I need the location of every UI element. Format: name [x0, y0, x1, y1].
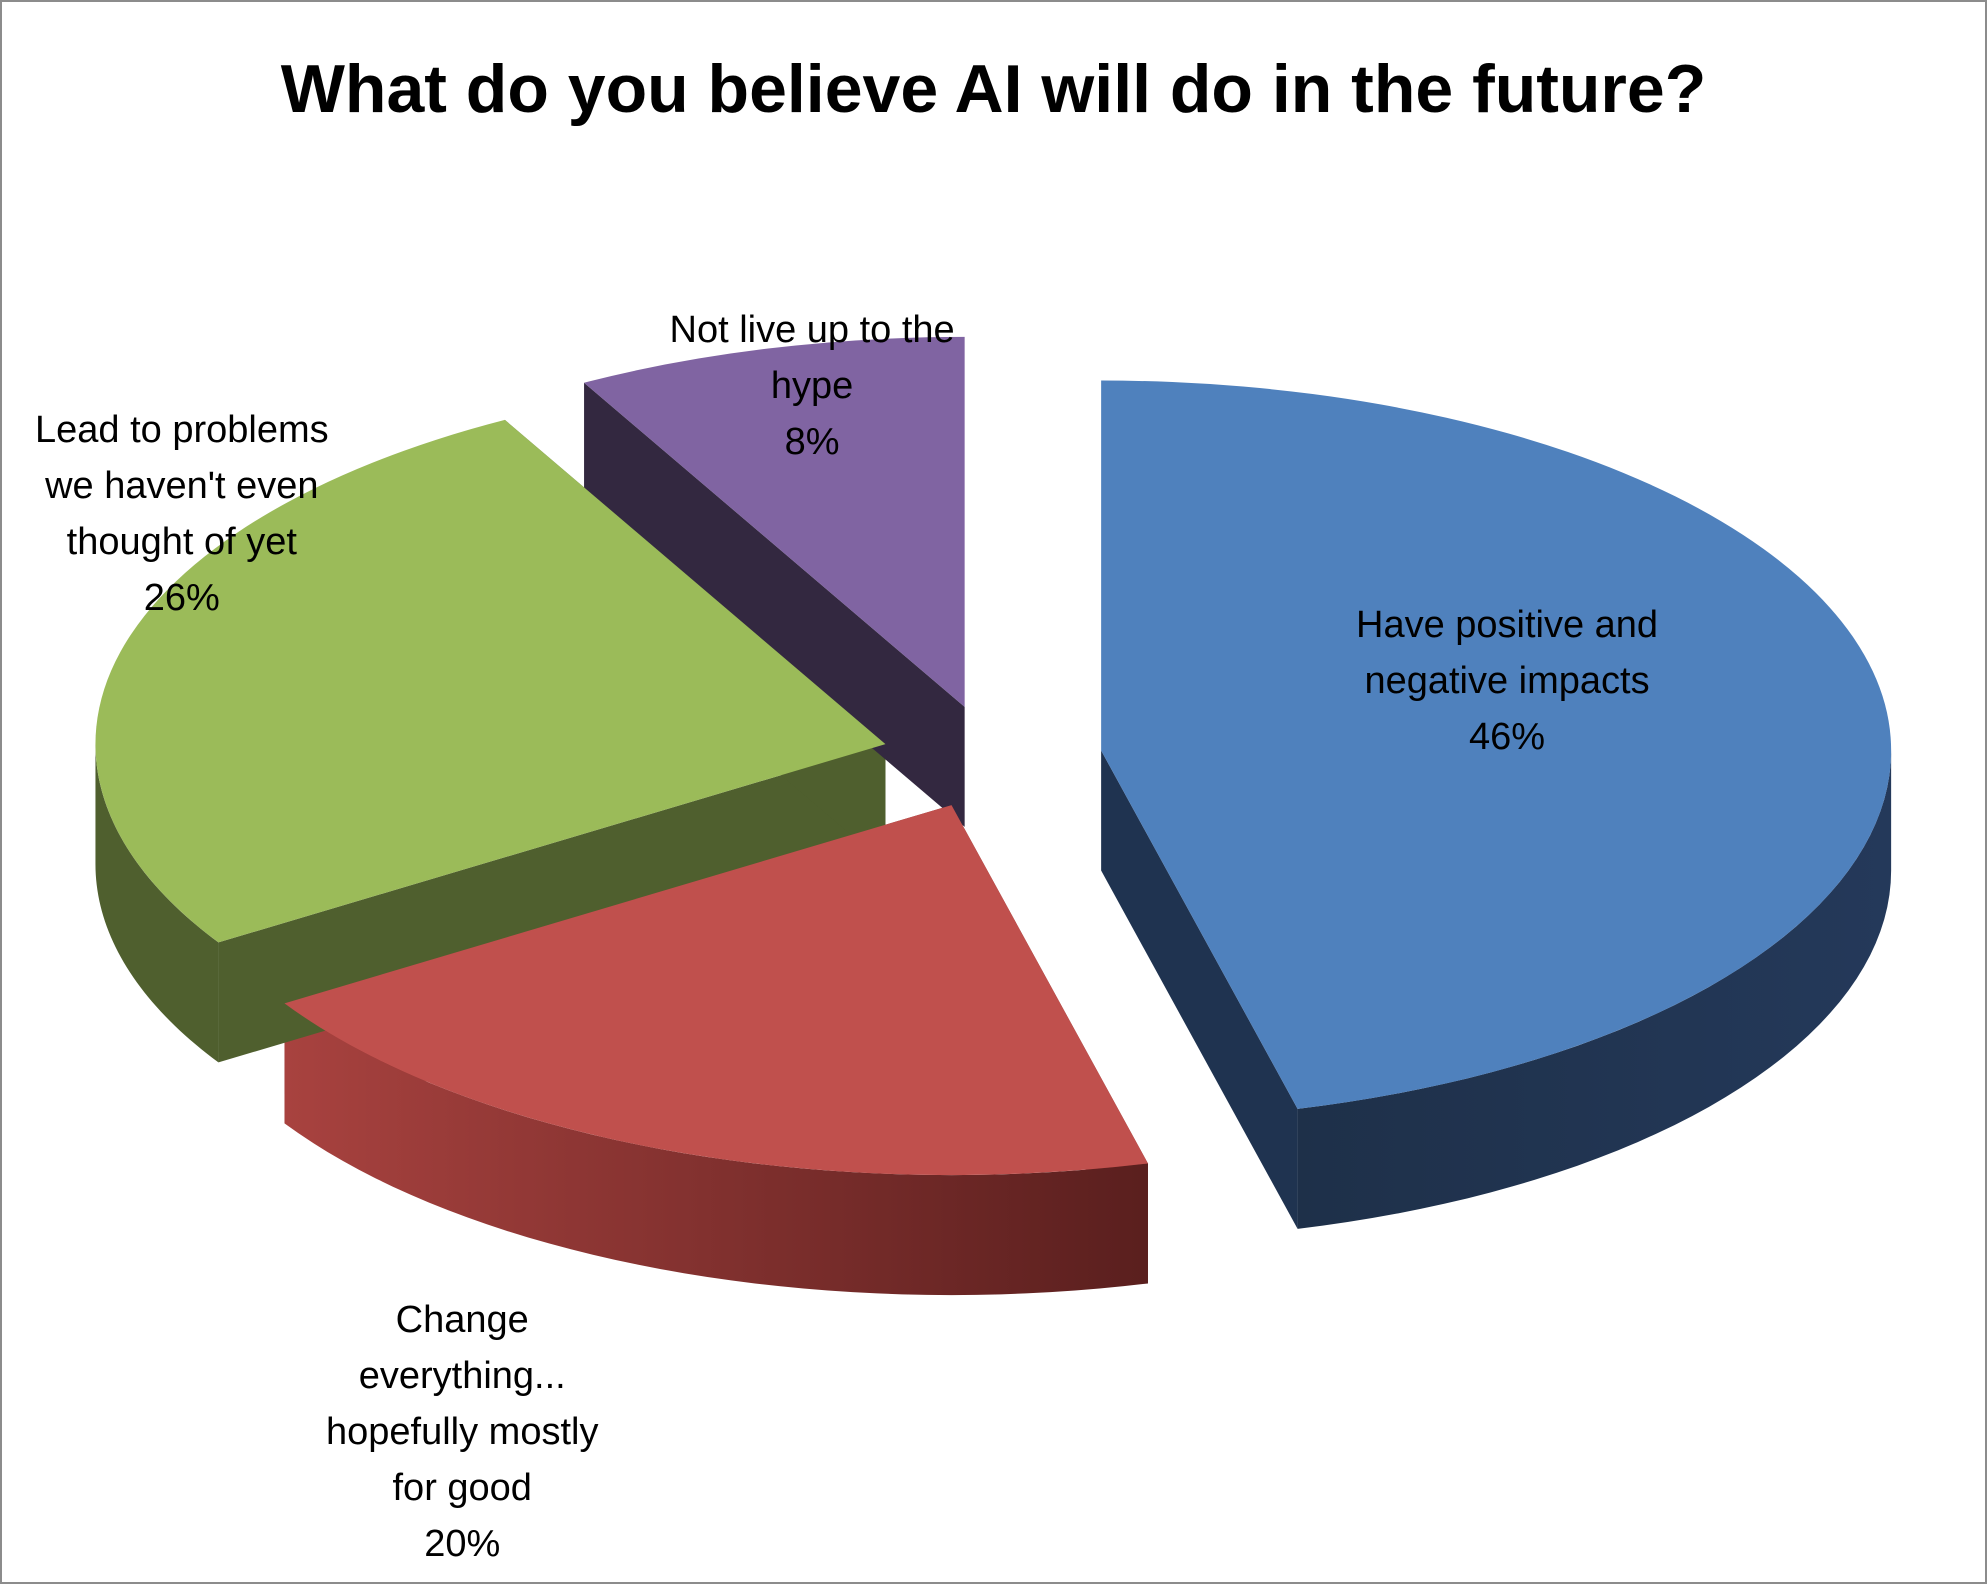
slice-label-line: Change	[395, 1299, 529, 1341]
slice-label-line: hopefully mostly	[326, 1411, 599, 1453]
slice-label-line: thought of yet	[66, 521, 297, 563]
pie-slice-positive-negative	[1101, 380, 1892, 1109]
slice-value-label: 20%	[424, 1523, 501, 1565]
slice-label-line: Not live up to the	[669, 309, 955, 351]
slice-label-line: Have positive and	[1356, 604, 1659, 646]
pie-slice-change-everything	[284, 805, 1148, 1176]
pie-slice-not-live-up	[584, 336, 965, 707]
slice-label-change-everything: Change everything... hopefully mostly for g…	[326, 1292, 598, 1572]
slice-label-line: for good	[392, 1467, 532, 1509]
slice-label-line: negative impacts	[1364, 660, 1650, 702]
slice-value-label: 8%	[784, 421, 840, 463]
slice-value-label: 26%	[143, 577, 220, 619]
slice-label-not-live-up: Not live up to the hype 8%	[670, 302, 955, 470]
pie-slice-lead-to-problems	[95, 419, 886, 943]
slice-label-line: everything...	[358, 1355, 566, 1397]
slice-label-line: hype	[770, 365, 854, 407]
slice-label-line: Lead to problems	[35, 409, 329, 451]
slice-label-lead-to-problems: Lead to problems we haven't even thought o…	[35, 402, 329, 626]
slice-label-positive-negative: Have positive and negative impacts 46%	[1356, 597, 1658, 765]
slice-value-label: 46%	[1469, 716, 1546, 758]
pie-slice-side-positive-negative	[1101, 750, 1892, 1229]
pie-slice-side-not-live-up	[584, 382, 965, 827]
chart-title: What do you believe AI will do in the fu…	[280, 51, 1707, 127]
slice-label-line: we haven't even	[45, 465, 319, 507]
